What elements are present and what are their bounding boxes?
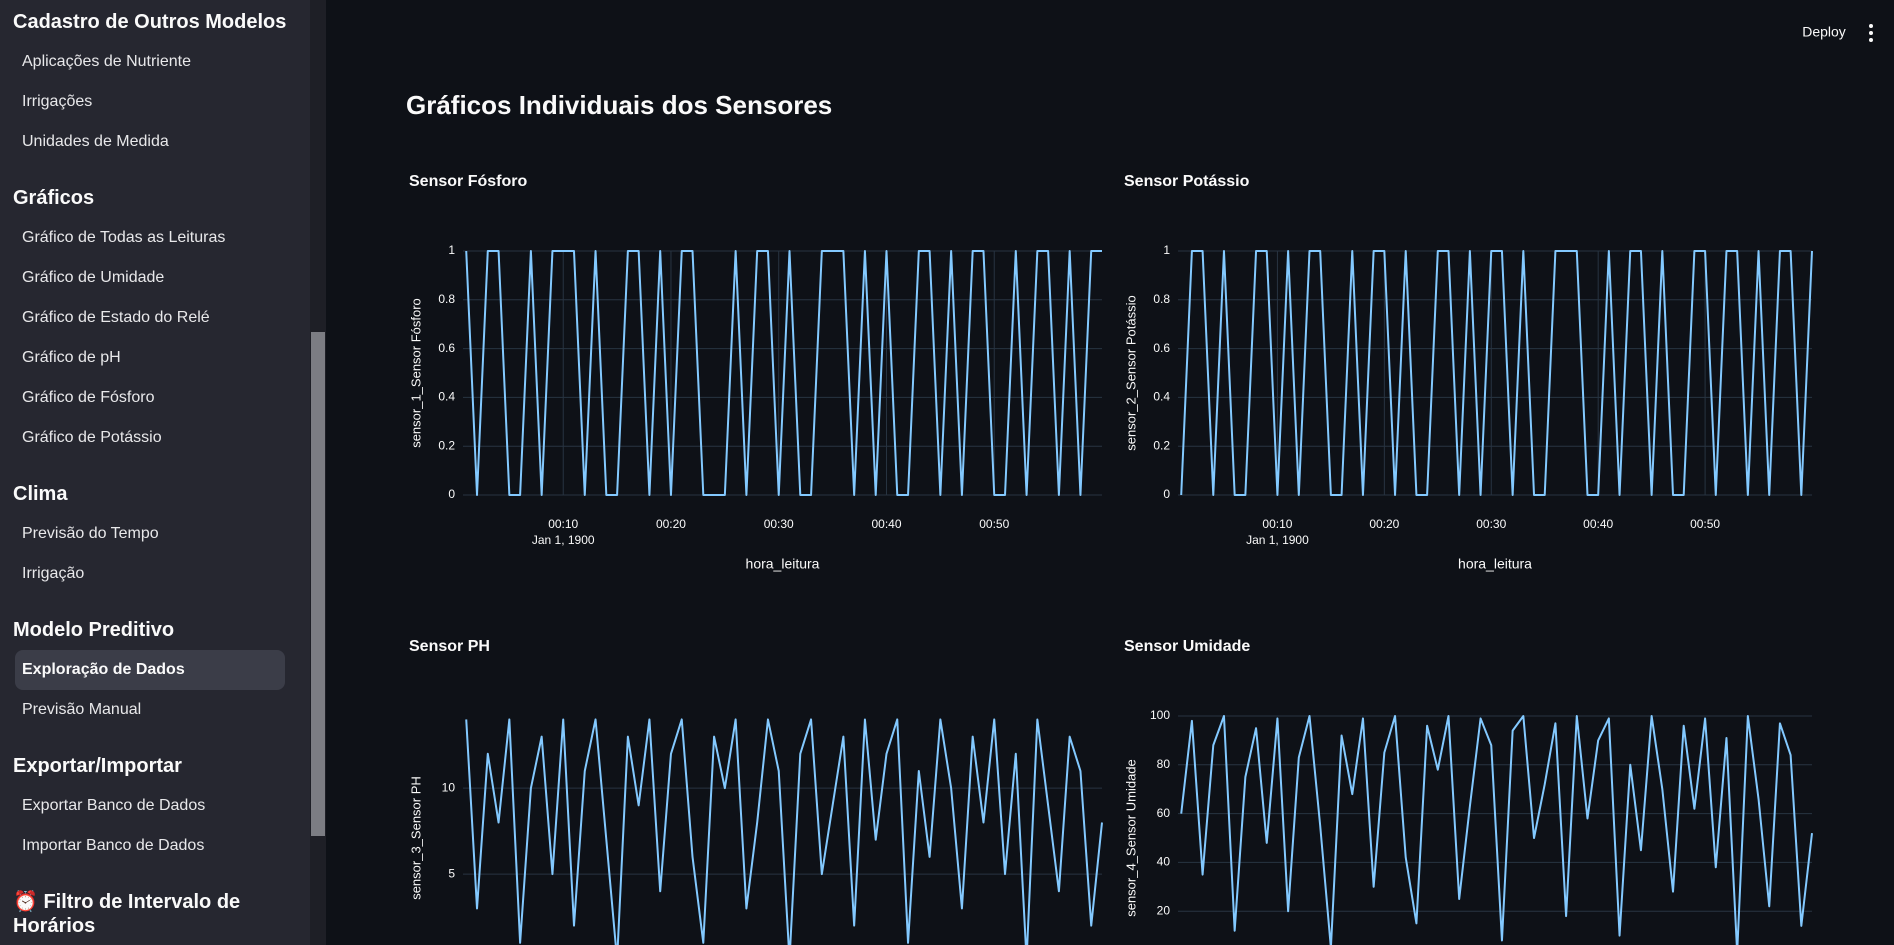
menu-dot — [1869, 24, 1873, 28]
nav-link[interactable]: Exploração de Dados — [15, 650, 285, 690]
chart-title: Sensor PH — [409, 638, 490, 655]
scrollbar-thumb[interactable] — [311, 332, 325, 836]
menu-dot — [1869, 38, 1873, 42]
data-line — [465, 250, 1102, 496]
nav-link[interactable]: Exportar Banco de Dados — [22, 797, 206, 814]
y-axis-label: sensor_3_Sensor PH — [408, 776, 423, 900]
nav-link[interactable]: Gráfico de Todas as Leituras — [22, 229, 226, 246]
y-tick-label: 0.6 — [438, 341, 455, 355]
y-tick-label: 0.6 — [1153, 341, 1170, 355]
section-title: Cadastro de Outros Modelos — [13, 11, 287, 33]
y-tick-label: 1 — [448, 243, 455, 257]
x-tick-label: 00:10 — [1262, 517, 1292, 531]
section-title: Modelo Preditivo — [13, 619, 175, 641]
y-tick-label: 0.8 — [438, 292, 455, 306]
x-date-label: Jan 1, 1900 — [1246, 533, 1309, 547]
nav-link[interactable]: Importar Banco de Dados — [22, 837, 205, 854]
nav-link[interactable]: Previsão Manual — [22, 701, 142, 718]
x-tick-label: 00:30 — [764, 517, 794, 531]
y-axis-label: sensor_2_Sensor Potássio — [1123, 295, 1138, 450]
y-tick-label: 10 — [442, 780, 456, 794]
menu-dot — [1869, 31, 1873, 35]
page-title: Gráficos Individuais dos Sensores — [406, 90, 832, 120]
y-tick-label: 0 — [448, 487, 455, 501]
nav-link[interactable]: Previsão do Tempo — [22, 525, 159, 542]
sidebar: Cadastro de Outros Modelos Aplicações de … — [0, 0, 310, 945]
sidebar-section: Gráficos Gráfico de Todas as Leituras Gráf… — [0, 178, 310, 458]
y-tick-label: 0.2 — [1153, 438, 1170, 452]
x-tick-label: 00:40 — [871, 517, 901, 531]
y-tick-label: 0.4 — [1153, 390, 1170, 404]
nav-link[interactable]: Irrigações — [22, 93, 93, 110]
y-tick-label: 0 — [1163, 487, 1170, 501]
y-axis-label: sensor_4_Sensor Umidade — [1123, 759, 1138, 917]
y-tick-label: 0.8 — [1153, 292, 1170, 306]
y-tick-label: 40 — [1157, 855, 1171, 869]
data-line — [1180, 715, 1813, 945]
x-tick-label: 00:50 — [1690, 517, 1720, 531]
nav-link[interactable]: Gráfico de Umidade — [22, 269, 165, 286]
nav-link[interactable]: Gráfico de Estado do Relé — [22, 309, 210, 326]
data-line — [1180, 250, 1813, 496]
sidebar-section: Exportar/Importar Exportar Banco de Dados… — [0, 746, 310, 866]
sidebar-section: Clima Previsão do Tempo Irrigação — [0, 474, 310, 594]
y-tick-label: 100 — [1150, 708, 1170, 722]
y-tick-label: 0.4 — [438, 390, 455, 404]
sidebar-section: Modelo Preditivo Exploração de Dados Previ… — [0, 610, 310, 730]
menu-button[interactable] — [1869, 24, 1873, 42]
nav-link[interactable]: Gráfico de Fósforo — [22, 389, 155, 406]
x-axis-label: hora_leitura — [1458, 556, 1532, 572]
x-tick-label: 00:20 — [1369, 517, 1399, 531]
nav-link[interactable]: Gráfico de pH — [22, 349, 121, 366]
x-tick-label: 00:30 — [1476, 517, 1506, 531]
nav-link[interactable]: Gráfico de Potássio — [22, 429, 162, 446]
data-line — [465, 718, 1103, 945]
y-tick-label: 20 — [1157, 903, 1171, 917]
y-tick-label: 1 — [1163, 243, 1170, 257]
nav-link[interactable]: Aplicações de Nutriente — [22, 53, 191, 70]
section-title: ⏰ Filtro de Intervalo de Horários — [13, 891, 241, 937]
x-tick-label: 00:10 — [548, 517, 578, 531]
chart-title: Sensor Umidade — [1124, 638, 1250, 655]
nav-link[interactable]: Irrigação — [22, 565, 85, 582]
x-tick-label: 00:50 — [979, 517, 1009, 531]
sidebar-section: Cadastro de Outros Modelos Aplicações de … — [0, 2, 310, 162]
y-tick-label: 60 — [1157, 806, 1171, 820]
x-date-label: Jan 1, 1900 — [532, 533, 595, 547]
y-tick-label: 80 — [1157, 757, 1171, 771]
section-title: Exportar/Importar — [13, 755, 182, 777]
sidebar-section: ⏰ Filtro de Intervalo de Horários — [0, 882, 310, 938]
chart-title: Sensor Potássio — [1124, 173, 1250, 190]
x-tick-label: 00:40 — [1583, 517, 1613, 531]
section-title: Clima — [13, 483, 68, 505]
x-tick-label: 00:20 — [656, 517, 686, 531]
x-axis-label: hora_leitura — [746, 556, 820, 572]
deploy-button[interactable]: Deploy — [1802, 24, 1846, 40]
section-title: Gráficos — [13, 187, 95, 209]
y-axis-label: sensor_1_Sensor Fósforo — [408, 298, 423, 448]
chart-title: Sensor Fósforo — [409, 173, 527, 190]
y-tick-label: 0.2 — [438, 438, 455, 452]
y-tick-label: 5 — [448, 866, 455, 880]
nav-link[interactable]: Unidades de Medida — [22, 133, 169, 150]
